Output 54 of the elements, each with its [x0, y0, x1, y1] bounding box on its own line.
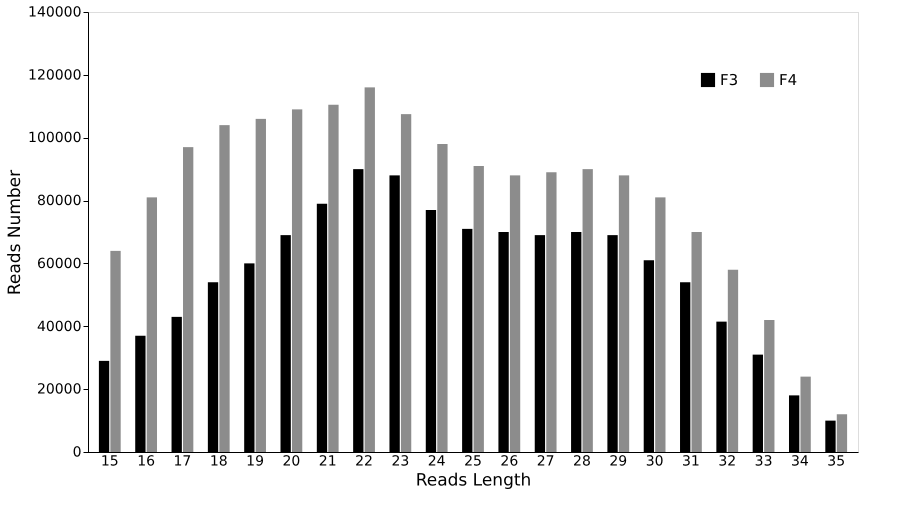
bar	[800, 376, 811, 452]
bar	[219, 125, 230, 452]
bar	[728, 270, 738, 452]
bar	[474, 166, 484, 452]
bar	[510, 175, 520, 452]
bar	[764, 320, 774, 452]
x-tick-label: 23	[391, 454, 410, 470]
bar	[582, 169, 593, 452]
y-tick-label: 40000	[36, 318, 82, 335]
bar	[183, 147, 194, 452]
x-tick-label: 18	[210, 454, 228, 470]
x-tick-label: 33	[754, 454, 772, 470]
bar	[546, 172, 557, 452]
legend-label: F3	[720, 71, 738, 89]
x-tick-label: 22	[355, 454, 373, 470]
x-tick-label: 26	[500, 454, 518, 470]
x-tick-label: 29	[609, 454, 628, 470]
x-tick-label: 16	[137, 454, 156, 470]
x-tick-label: 15	[100, 454, 119, 470]
y-tick-label: 140000	[28, 4, 82, 20]
bar	[328, 104, 339, 452]
bar	[618, 175, 630, 452]
bar	[437, 144, 448, 452]
y-tick-label: 60000	[36, 256, 82, 272]
y-axis-title: Reads Number	[5, 170, 26, 296]
x-tick-label: 31	[682, 454, 700, 470]
bar	[400, 114, 412, 452]
bar	[692, 232, 702, 452]
bar	[364, 87, 375, 452]
y-tick-label: 20000	[36, 382, 82, 398]
bar	[146, 197, 158, 452]
y-tick-label: 80000	[36, 193, 82, 210]
bar	[256, 118, 266, 452]
bar	[836, 414, 848, 452]
x-tick-label: 35	[827, 454, 846, 470]
y-tick-label: 0	[72, 444, 82, 460]
legend-label: F4	[779, 71, 798, 89]
x-tick-label: 17	[174, 454, 192, 470]
bar	[292, 109, 302, 452]
x-tick-label: 34	[790, 454, 809, 470]
x-tick-label: 21	[318, 454, 337, 470]
x-tick-label: 25	[464, 454, 482, 470]
x-tick-label: 27	[536, 454, 555, 470]
bar	[655, 197, 666, 452]
x-tick-label: 28	[573, 454, 591, 470]
x-tick-label: 20	[282, 454, 300, 470]
y-tick-label: 120000	[28, 67, 82, 84]
x-tick-label: 19	[246, 454, 264, 470]
x-tick-label: 32	[718, 454, 736, 470]
x-tick-label: 30	[646, 454, 664, 470]
x-axis-title: Reads Length	[416, 470, 532, 490]
bar	[110, 250, 121, 452]
x-tick-label: 24	[428, 454, 446, 470]
y-tick-label: 100000	[28, 130, 82, 146]
